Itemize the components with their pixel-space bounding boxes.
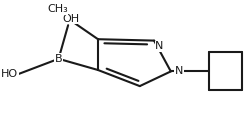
Text: B: B (55, 54, 62, 64)
Text: N: N (155, 41, 164, 51)
Text: OH: OH (62, 14, 79, 24)
Text: N: N (175, 66, 183, 76)
Text: CH₃: CH₃ (47, 4, 68, 14)
Text: HO: HO (1, 69, 18, 79)
